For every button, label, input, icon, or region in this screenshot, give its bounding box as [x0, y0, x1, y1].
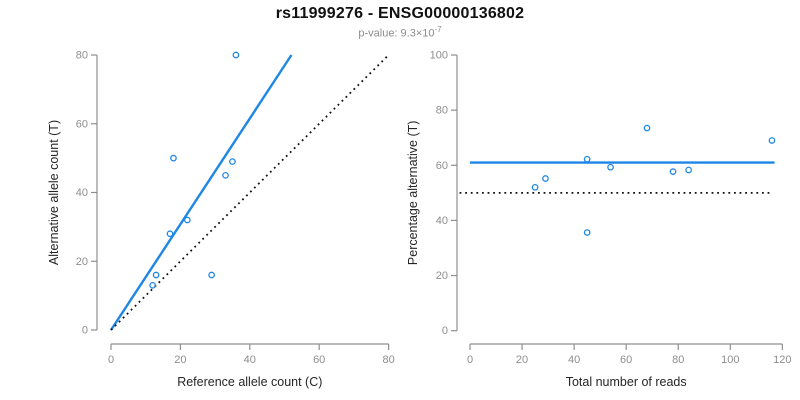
allele-count-scatter-plot: 0 20 40 60 80 0 20 40 60 80 Reference allele count… [47, 50, 395, 390]
y-tick-label: 80 [436, 105, 448, 117]
y-tick-label: 0 [442, 325, 448, 337]
data-point [643, 124, 651, 132]
y-axis-title: Alternative allele count (T) [47, 120, 61, 265]
data-point [583, 155, 591, 163]
data-point [208, 271, 215, 279]
data-point [583, 229, 591, 236]
x-tick-label: 20 [174, 354, 186, 366]
x-tick-label: 0 [467, 354, 473, 366]
data-point [232, 51, 240, 59]
data-point [542, 175, 549, 182]
x-tick-label: 40 [244, 354, 256, 366]
x-tick-label: 20 [516, 354, 528, 366]
x-tick-label: 80 [672, 354, 684, 366]
x-axis-title: Reference allele count (C) [177, 375, 322, 389]
x-tick-label: 100 [721, 354, 739, 366]
data-point [166, 230, 174, 238]
x-tick-label: 60 [313, 354, 325, 366]
y-tick-label: 80 [76, 50, 88, 62]
x-tick-label: 80 [382, 354, 394, 366]
data-point [669, 168, 677, 175]
x-tick-label: 40 [568, 354, 580, 366]
y-tick-label: 40 [76, 187, 88, 199]
y-tick-label: 60 [436, 160, 448, 172]
data-point [149, 281, 156, 289]
data-point [229, 158, 236, 165]
identity-line [110, 54, 390, 331]
y-tick-label: 20 [76, 256, 88, 268]
figure-header: rs11999276 - ENSG00000136802 p-value: 9.… [0, 5, 800, 40]
data-point [768, 137, 776, 144]
data-point [152, 271, 160, 279]
x-tick-label: 0 [108, 354, 114, 366]
y-tick-label: 0 [82, 325, 88, 337]
pvalue-subtitle: p-value: 9.3×10-7 [0, 25, 800, 40]
percentage-alternative-scatter-plot: 0 20 40 60 80 100 120 0 20 40 60 80 100 Total number … [406, 50, 792, 390]
pvalue-exponent: -7 [434, 25, 442, 34]
data-point [531, 183, 539, 191]
y-axis-title: Percentage alternative (T) [406, 121, 420, 266]
y-tick-label: 40 [436, 215, 448, 227]
pvalue-text: p-value: 9.3×10 [358, 27, 435, 40]
regression-line [109, 54, 293, 331]
figure-title: rs11999276 - ENSG00000136802 [275, 5, 525, 22]
y-tick-label: 60 [76, 118, 88, 130]
y-tick-label: 100 [430, 50, 448, 62]
data-point [607, 163, 614, 171]
x-tick-label: 120 [773, 354, 791, 366]
data-point [170, 154, 177, 162]
data-point [183, 216, 191, 224]
data-point [685, 166, 693, 174]
x-axis-title: Total number of reads [566, 375, 687, 389]
x-tick-label: 60 [620, 354, 632, 366]
data-point [222, 171, 229, 179]
y-tick-label: 20 [436, 270, 448, 282]
